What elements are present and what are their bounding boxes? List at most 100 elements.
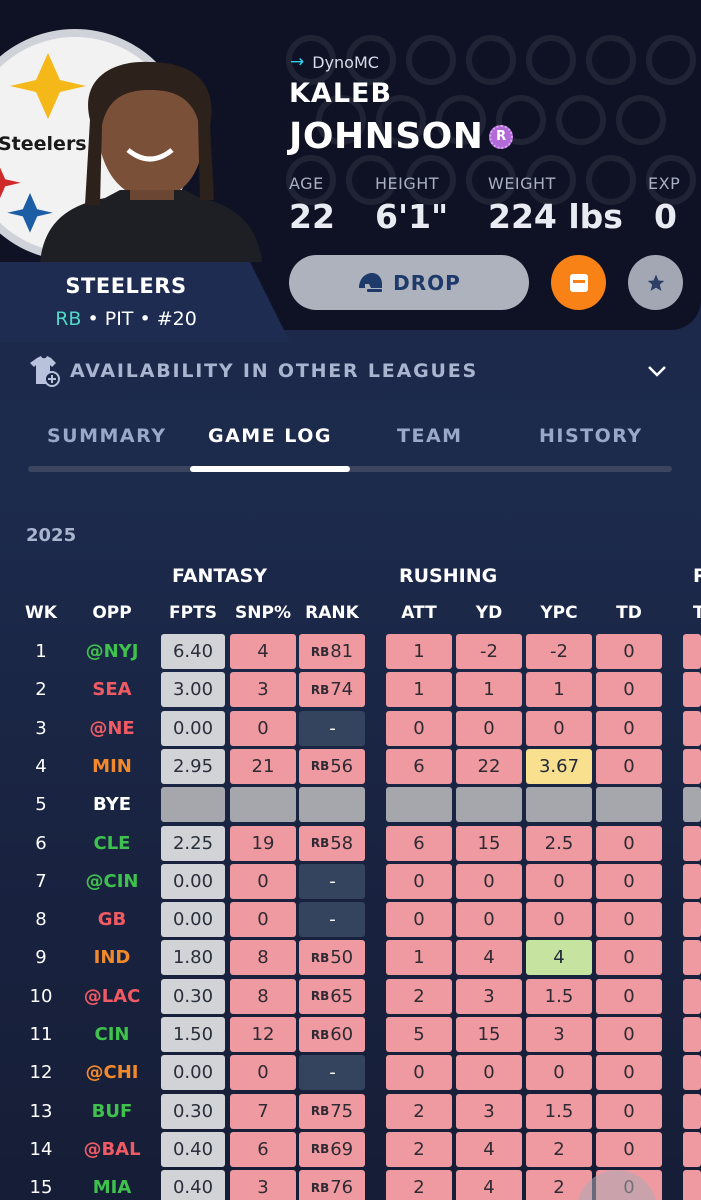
arrow-right-icon: → [290,52,305,72]
favorite-button[interactable] [628,255,683,310]
rank-prefix: RB [310,1142,330,1157]
group-heading-fantasy: FANTASY [172,565,268,587]
week-cell: 5 [35,794,47,816]
rank-value: 75 [330,1100,354,1122]
td-cell: 0 [596,940,662,976]
chevron-down-icon [648,366,666,377]
rank-prefix: RB [310,644,330,659]
att-cell: 6 [386,748,452,784]
col-header-yd[interactable]: YD [475,603,503,623]
week-cell: 6 [35,832,47,854]
rank-value: 60 [330,1024,354,1045]
cutoff-cell [683,672,701,708]
rank-prefix: RB [310,950,330,965]
rank-cell: RB 76 [299,1170,365,1200]
table-row: 12 @CHI 0.00 0-0 0 0 0 [0,1055,701,1091]
bye-cell [526,787,592,823]
yards-cell: 4 [456,940,522,976]
snap-pct-cell: 21 [230,748,296,784]
opponent-cell: SEA [92,679,132,701]
rank-cell: RB 58 [299,825,365,861]
stat-label: HEIGHT [375,174,440,193]
td-cell: 0 [596,863,662,899]
ypc-cell: 0 [526,863,592,899]
col-header-rank[interactable]: RANK [305,603,359,623]
stat-exp: EXP 0 [648,174,680,236]
tab-summary[interactable]: SUMMARY [47,425,167,447]
att-cell: 2 [386,1170,452,1200]
att-cell: 0 [386,710,452,746]
yards-cell: 15 [456,1017,522,1052]
col-header-wk[interactable]: WK [25,603,57,623]
table-row: 2 SEA 3.00 3 RB 74 1 1 1 0 [0,672,701,708]
col-header-snp[interactable]: SNP% [235,603,291,623]
fpts-cell: 0.00 [161,902,225,938]
fpts-cell: 1.80 [161,940,225,976]
snap-pct-cell: 0 [230,863,296,899]
ypc-cell: -2 [526,634,592,669]
player-header: Steelers → DynoMC KALEB JOHNSON R AGE 22… [0,0,701,330]
table-row: 7 @CIN 0.00 0-0 0 0 0 [0,863,701,900]
yards-cell: 0 [456,902,522,938]
opponent-cell: CLE [93,832,131,854]
att-cell: 1 [386,672,452,708]
rank-cell: RB 50 [299,940,365,976]
week-cell: 3 [35,717,47,739]
rank-value: 69 [330,1138,354,1160]
yards-cell: 3 [456,978,522,1014]
cutoff-cell [683,978,701,1014]
opponent-cell: @CHI [85,1062,139,1084]
week-cell: 12 [29,1062,53,1084]
opponent-cell: @LAC [83,985,141,1007]
drop-button[interactable]: DROP [289,255,529,310]
team-panel [0,262,290,342]
tab-game-log[interactable]: GAME LOG [208,425,332,447]
opponent-cell: BUF [91,1100,133,1122]
td-cell: 0 [596,902,662,938]
att-cell: 2 [386,978,452,1014]
ypc-cell: 1 [526,672,592,708]
td-cell: 0 [596,825,662,861]
cutoff-cell [683,825,701,861]
opponent-cell: IND [93,947,131,969]
td-cell: 0 [596,672,662,708]
rank-value: 74 [330,679,354,701]
ypc-cell: 1.5 [526,978,592,1014]
table-row: 14 @BAL 0.40 6 RB 69 2 4 2 0 [0,1131,701,1168]
fpts-cell: 0.40 [161,1131,225,1167]
cutoff-cell [683,1170,701,1200]
season-label: 2025 [26,525,77,546]
yards-cell: 1 [456,672,522,708]
col-header-ypc[interactable]: YPC [540,603,578,623]
ypc-cell: 2.5 [526,825,592,861]
tab-team[interactable]: TEAM [397,425,463,447]
col-header-opp[interactable]: OPP [92,603,132,623]
rank-prefix: RB [310,836,330,850]
owner-link[interactable]: → DynoMC [290,52,379,72]
fpts-cell: 0.00 [161,863,225,899]
col-header-td[interactable]: TD [616,603,642,623]
fpts-cell: 0.30 [161,978,225,1014]
att-cell: 0 [386,902,452,938]
rank-prefix: RB [310,989,330,1004]
snap-pct-cell: 6 [230,1131,296,1167]
rank-value: 76 [330,1177,354,1199]
tab-history[interactable]: HISTORY [539,425,643,447]
bye-cell [299,787,365,823]
availability-toggle[interactable]: AVAILABILITY IN OTHER LEAGUES [28,354,678,388]
table-row: 3 @NE 0.00 0-0 0 0 0 [0,710,701,747]
bye-cell [596,787,662,823]
note-button[interactable] [551,255,606,310]
bye-cell [230,787,296,823]
yards-cell: 0 [456,863,522,899]
rank-value: 81 [330,641,354,662]
bye-cell [161,787,225,823]
col-header-att[interactable]: ATT [401,603,437,623]
yards-cell: 4 [456,1131,522,1167]
col-header-fpts[interactable]: FPTS [169,603,217,623]
rank-prefix: RB [310,759,330,774]
ypc-cell: 0 [526,1055,592,1091]
ypc-cell: 4 [526,940,592,976]
cutoff-cell [683,710,701,746]
att-cell: 2 [386,1093,452,1129]
